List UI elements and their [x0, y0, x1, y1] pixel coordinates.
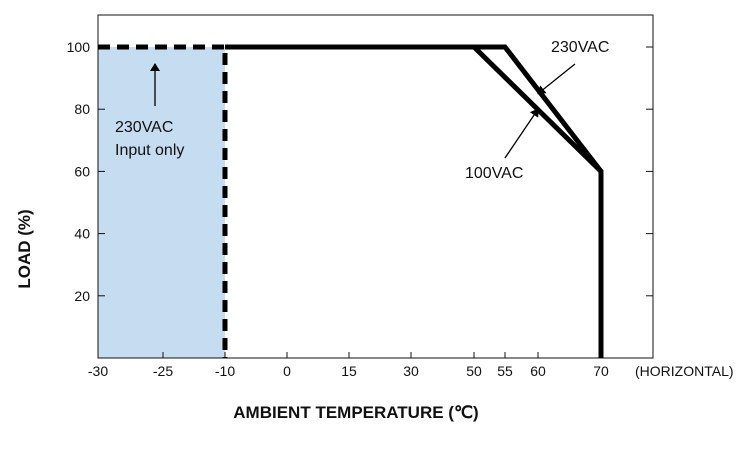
annotations: 230VAC 100VAC 230VAC Input only [115, 39, 609, 182]
x-axis-suffix-label: (HORIZONTAL) [635, 363, 734, 379]
annotation-label: Input only [115, 142, 184, 159]
x-axis-title: AMBIENT TEMPERATURE (℃) [233, 403, 478, 422]
x-tick-label: 30 [403, 363, 419, 379]
annotation-label: 230VAC [115, 119, 173, 136]
annotation-arrow [504, 108, 539, 159]
annotation-label: 100VAC [465, 165, 523, 182]
x-tick-label: 55 [497, 363, 513, 379]
x-tick-label: -25 [153, 363, 173, 379]
x-tick-label: 0 [283, 363, 291, 379]
x-tick-label: 15 [341, 363, 357, 379]
x-tick-label: 60 [530, 363, 546, 379]
x-tick-label: 50 [466, 363, 482, 379]
x-tick-label: -30 [88, 363, 108, 379]
y-axis-title: LOAD (%) [15, 209, 34, 288]
y-axis-ticks: 20 40 60 80 100 [67, 39, 653, 304]
series-line-230vac-input-only [98, 44, 228, 358]
y-tick-label: 40 [74, 226, 90, 242]
y-tick-label: 80 [74, 101, 90, 117]
x-tick-label: -10 [215, 363, 235, 379]
annotation-arrow [537, 63, 576, 95]
shaded-region [98, 47, 225, 358]
annotation-label: 230VAC [551, 39, 609, 56]
y-tick-label: 60 [74, 163, 90, 179]
x-tick-label: 70 [593, 363, 609, 379]
x-axis-ticks: -30 -25 -10 0 15 30 50 55 60 70 [88, 352, 609, 379]
y-tick-label: 20 [74, 288, 90, 304]
plot-frame [97, 14, 654, 359]
series-line-230vac [225, 44, 604, 358]
y-tick-label: 100 [67, 39, 91, 55]
series-line-100vac [225, 44, 604, 358]
